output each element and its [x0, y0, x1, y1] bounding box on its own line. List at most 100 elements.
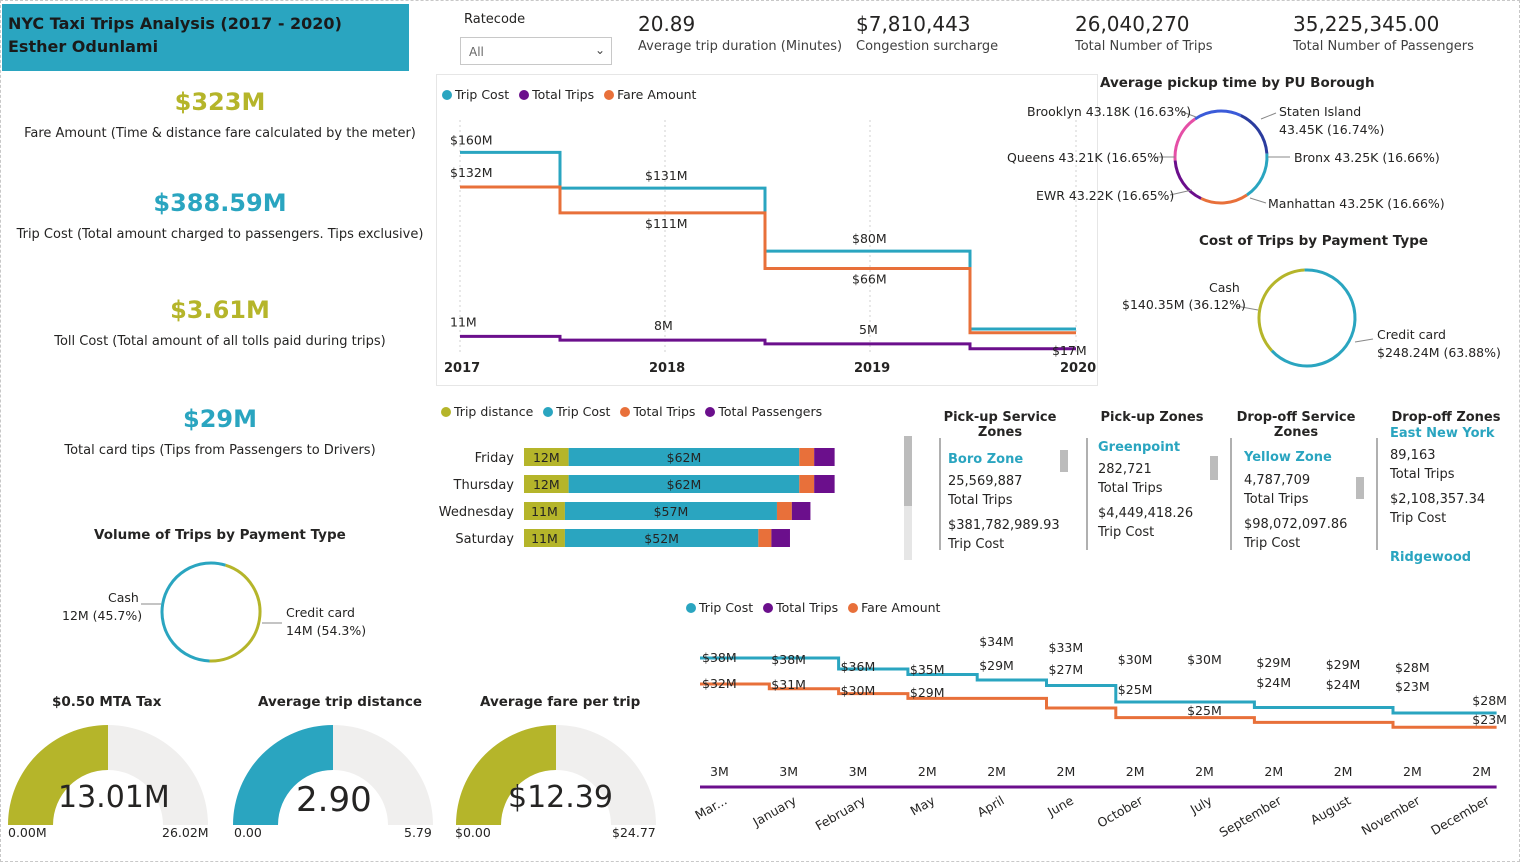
zone-col4-list[interactable]: East New York 89,163 Total Trips $2,108,… — [1386, 426, 1516, 566]
bar-segment[interactable] — [758, 529, 772, 547]
legend-label: Trip Cost — [699, 600, 754, 615]
legend-item-total-trips[interactable]: Total Trips — [763, 600, 838, 615]
series-line-trip-cost[interactable] — [700, 656, 1497, 715]
gauge-mta-value: 13.01M — [58, 780, 170, 815]
legend-item-total-trips[interactable]: Total Trips — [519, 87, 594, 102]
pickup-borough-title: Average pickup time by PU Borough — [1100, 75, 1375, 91]
ratecode-dropdown[interactable]: All ⌄ — [460, 37, 612, 65]
zone-col3-name[interactable]: Yellow Zone — [1244, 450, 1332, 465]
borough-ewr-label: EWR 43.22K (16.65%) — [1036, 188, 1175, 203]
cost-credit-label: Credit card — [1377, 327, 1446, 342]
donut-slice[interactable] — [1173, 160, 1202, 200]
bar-segment[interactable] — [524, 475, 569, 493]
zone-col4-trips: 89,163 — [1390, 448, 1436, 463]
legend-item-fare-amount[interactable]: Fare Amount — [604, 87, 696, 102]
bar-label: 11M — [531, 531, 558, 546]
series-line-total-trips[interactable] — [460, 334, 1076, 351]
zone-col1-cost: $381,782,989.93 — [948, 518, 1060, 533]
bar-segment[interactable] — [524, 529, 565, 547]
donut-slice[interactable] — [209, 563, 262, 663]
donut-slice[interactable] — [1270, 268, 1357, 368]
bar-segment[interactable] — [568, 448, 800, 466]
data-label: $31M — [771, 677, 806, 692]
card-total-passengers-value: 35,225,345.00 — [1293, 12, 1440, 36]
leader-line — [1169, 189, 1193, 196]
legend-item-trip-cost[interactable]: Trip Cost — [686, 600, 753, 615]
series-line-fare-amount[interactable] — [460, 185, 1076, 335]
bar-segment[interactable] — [568, 475, 800, 493]
donut-slice[interactable] — [1200, 193, 1248, 205]
zone-col3-cost: $98,072,097.86 — [1244, 517, 1348, 532]
donut-slice[interactable] — [1246, 153, 1269, 197]
data-label: $34M — [979, 634, 1014, 649]
series-line-fare-amount[interactable] — [700, 682, 1497, 729]
card-congestion-label: Congestion surcharge — [856, 39, 999, 54]
volume-cash-label: Cash — [108, 590, 139, 605]
bar-segment[interactable] — [776, 502, 792, 520]
card-total-trips-label: Total Number of Trips — [1075, 39, 1213, 54]
zone-col2-trips: 282,721 — [1098, 462, 1152, 477]
zone-col4-cost: $2,108,357.34 — [1390, 492, 1486, 507]
bar-segment[interactable] — [524, 448, 569, 466]
legend-item-total-passengers[interactable]: Total Passengers — [705, 404, 822, 419]
bar-segment[interactable] — [771, 529, 790, 547]
bar-label: $52M — [644, 531, 679, 546]
bar-segment[interactable] — [799, 475, 815, 493]
data-label: $32M — [702, 676, 737, 691]
legend-item-trip-cost[interactable]: Trip Cost — [442, 87, 509, 102]
donut-slice[interactable] — [1240, 114, 1269, 154]
zone-col3-scrollbar[interactable] — [1356, 477, 1364, 499]
bar-segment[interactable] — [799, 448, 815, 466]
zone-header-line: Pick-up Zones — [1100, 410, 1204, 425]
zone-col1-name[interactable]: Boro Zone — [948, 452, 1024, 467]
data-label: $36M — [841, 659, 876, 674]
report-title-banner: NYC Taxi Trips Analysis (2017 - 2020) Es… — [2, 4, 409, 71]
bar-segment[interactable] — [814, 475, 835, 493]
donut-slice[interactable] — [1194, 109, 1242, 121]
bar-segment[interactable] — [791, 502, 811, 520]
gauge-mta-min: 0.00M — [8, 825, 47, 840]
data-label: $23M — [1472, 712, 1507, 727]
zone-col3-trips-label: Total Trips — [1244, 492, 1309, 507]
yearly-chart-frame — [436, 74, 1098, 386]
legend-item-total-trips[interactable]: Total Trips — [620, 404, 695, 419]
zone-col3-cost-label: Trip Cost — [1244, 536, 1301, 551]
data-label: $132M — [450, 165, 493, 180]
bar-segment[interactable] — [814, 448, 835, 466]
zone-col4-name[interactable]: East New York — [1390, 426, 1495, 441]
zone-col2-name[interactable]: Greenpoint — [1098, 440, 1181, 455]
gauge-distance-min: 0.00 — [234, 825, 262, 840]
bar-segment[interactable] — [564, 502, 777, 520]
data-label: $131M — [645, 168, 688, 183]
gauge-distance-title: Average trip distance — [258, 694, 422, 710]
zone-col4-next-name[interactable]: Ridgewood — [1390, 550, 1472, 565]
bar-label: $62M — [667, 450, 702, 465]
zone-col1-scrollbar[interactable] — [1060, 450, 1068, 472]
data-label: $28M — [1472, 693, 1507, 708]
donut-slice[interactable] — [160, 561, 226, 663]
zone-header-line: Drop-off Service — [1236, 410, 1356, 425]
bar-segment[interactable] — [564, 529, 759, 547]
data-label: 2M — [1057, 764, 1076, 779]
zone-col2-header: Pick-up Zones — [1092, 410, 1212, 425]
legend-item-trip-distance[interactable]: Trip distance — [441, 404, 533, 419]
data-label: 3M — [779, 764, 798, 779]
weekday-scrollbar-thumb[interactable] — [904, 436, 912, 506]
legend-item-fare-amount[interactable]: Fare Amount — [848, 600, 940, 615]
data-label: $38M — [771, 652, 806, 667]
data-label: $66M — [852, 271, 887, 286]
y-tick-label: Thursday — [453, 478, 515, 493]
donut-slice[interactable] — [1257, 268, 1305, 352]
zone-col2-scrollbar[interactable] — [1210, 456, 1218, 480]
donut-slice[interactable] — [1173, 117, 1196, 161]
bar-segment[interactable] — [524, 502, 565, 520]
series-line-trip-cost[interactable] — [460, 150, 1076, 331]
kpi-card-tips-caption: Total card tips (Tips from Passengers to… — [64, 443, 376, 458]
legend-label: Fare Amount — [617, 87, 697, 102]
data-label: 8M — [654, 318, 673, 333]
zone-col4-cost-label: Trip Cost — [1390, 511, 1447, 526]
bar-label: 11M — [531, 504, 558, 519]
x-tick-label: 2017 — [444, 361, 480, 376]
legend-item-trip-cost[interactable]: Trip Cost — [543, 404, 610, 419]
card-total-trips-value: 26,040,270 — [1075, 12, 1190, 36]
